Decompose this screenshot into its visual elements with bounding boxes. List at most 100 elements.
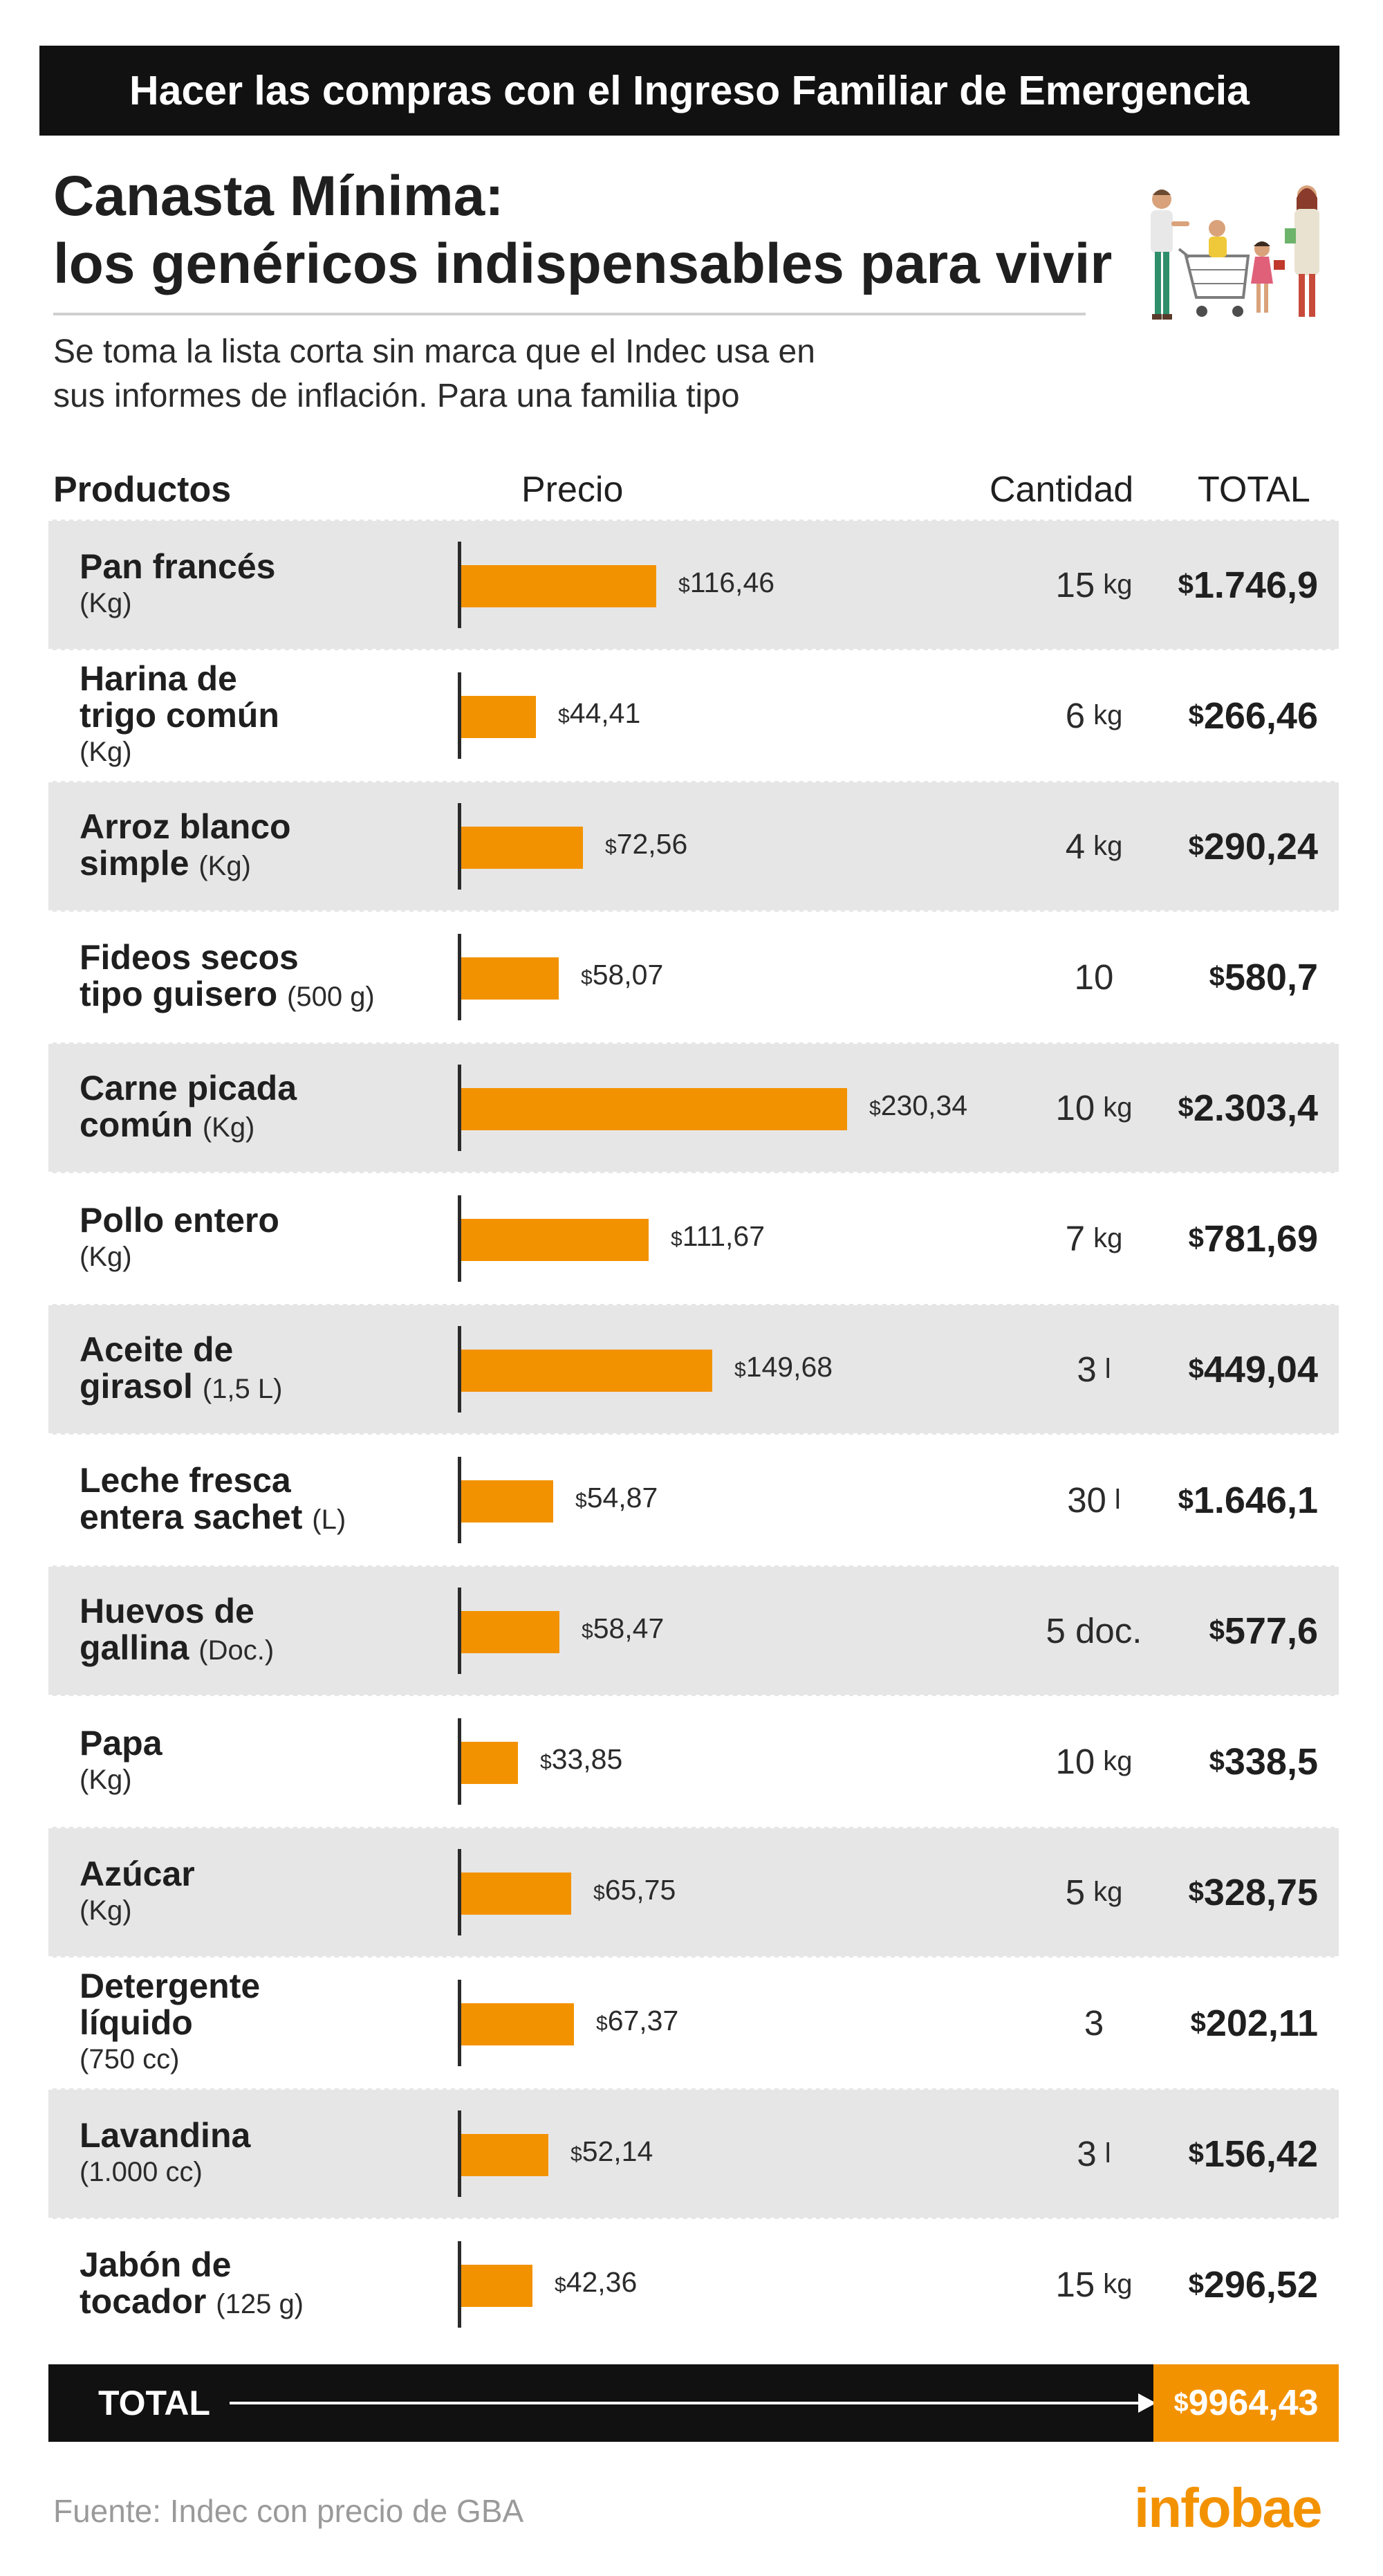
product-unit: (Doc.) (198, 1635, 275, 1666)
product-name-line: simple (Kg) (80, 845, 467, 885)
price-bar (461, 565, 656, 607)
total-value: 202,11 (1205, 2002, 1318, 2044)
price-currency: $ (582, 1620, 593, 1643)
row-total: $328,75 (1189, 1827, 1318, 1958)
product-name-text: Lavandina (80, 2115, 251, 2155)
price-label: $149,68 (734, 1351, 833, 1383)
quantity: 5 kg (990, 1827, 1198, 1958)
quantity-value: 3 (1077, 2134, 1097, 2173)
product-name: Huevos de gallina (Doc.) (80, 1565, 467, 1696)
total-value: 290,24 (1203, 825, 1318, 867)
table-row: Pollo entero (Kg) $111,67 7 kg $781,69 (48, 1173, 1339, 1304)
product-name-line: Carne picada (80, 1068, 467, 1107)
bar-axis (458, 934, 461, 1020)
product-name: Carne picada común (Kg) (80, 1042, 467, 1173)
product-name-text: Fideos secos (80, 937, 299, 977)
header-banner: Hacer las compras con el Ingreso Familia… (39, 46, 1339, 136)
quantity: 10 kg (990, 1042, 1198, 1173)
bar-axis (458, 1457, 461, 1543)
bar-axis (458, 2241, 461, 2328)
price-label: $230,34 (869, 1089, 967, 1122)
quantity: 6 kg (990, 650, 1198, 781)
source-note: Fuente: Indec con precio de GBA (53, 2493, 524, 2529)
row-total: $1.646,1 (1178, 1435, 1318, 1565)
price-label: $54,87 (575, 1482, 658, 1514)
quantity-unit: kg (1103, 1092, 1133, 1123)
title-line-2: los genéricos indispensables para vivir (53, 232, 1113, 295)
quantity: 5 doc. (990, 1565, 1198, 1696)
product-name-line: Arroz blanco (80, 808, 467, 845)
product-name-text: Detergente (80, 1967, 261, 2005)
quantity: 4 kg (990, 781, 1198, 912)
price-label: $42,36 (555, 2266, 637, 2299)
product-name-text: Carne picada (80, 1068, 297, 1107)
row-total: $266,46 (1189, 650, 1318, 781)
product-name-text: gallina (80, 1628, 189, 1667)
product-name-text: común (80, 1105, 193, 1144)
product-unit: (1,5 L) (202, 1373, 283, 1404)
price-value: 44,41 (569, 697, 641, 729)
product-unit: (750 cc) (80, 2044, 180, 2074)
bar-axis (458, 1326, 461, 1413)
product-name-line: gallina (Doc.) (80, 1628, 467, 1669)
product-unit: (1.000 cc) (80, 2156, 203, 2187)
product-unit: (Kg) (80, 1895, 132, 1926)
product-name-text: líquido (80, 2003, 193, 2042)
price-bar (461, 2265, 532, 2307)
bar-axis (458, 803, 461, 890)
product-name-line: Leche fresca (80, 1462, 467, 1499)
product-name-line: líquido (80, 2005, 467, 2041)
quantity: 10 (990, 912, 1198, 1042)
brand-logo: infobae (1134, 2477, 1322, 2539)
table-row: Azúcar (Kg) $65,75 5 kg $328,75 (48, 1825, 1339, 1959)
quantity-value: 3 (1077, 1350, 1097, 1389)
price-currency: $ (734, 1359, 746, 1381)
row-total: $296,52 (1189, 2219, 1318, 2350)
product-name-text: Huevos de (80, 1591, 254, 1630)
quantity: 15 kg (990, 519, 1198, 650)
product-name-line: entera sachet (L) (80, 1498, 467, 1538)
total-value: 266,46 (1203, 694, 1318, 737)
grand-total-value-box: $9964,43 (1153, 2364, 1339, 2442)
product-name-line: Jabón de (80, 2246, 467, 2283)
price-label: $65,75 (593, 1874, 676, 1906)
total-currency: $ (1188, 831, 1204, 861)
price-value: 54,87 (586, 1482, 658, 1514)
product-name-line: Papa (80, 1724, 467, 1762)
table-row: Huevos de gallina (Doc.) $58,47 5 doc. $577,… (48, 1564, 1339, 1698)
quantity-unit: kg (1103, 2269, 1133, 2299)
price-value: 116,46 (689, 567, 775, 598)
table-row: Carne picada común (Kg) $230,34 10 kg $2.303,… (48, 1041, 1339, 1175)
quantity-value: 15 (1055, 565, 1095, 605)
product-name-line: Detergente (80, 1968, 467, 2005)
product-name-text: Azúcar (80, 1854, 195, 1893)
total-currency: $ (1188, 1354, 1204, 1384)
total-value: 449,04 (1203, 1348, 1318, 1390)
price-currency: $ (555, 2274, 566, 2297)
price-currency: $ (596, 2012, 608, 2035)
price-label: $58,47 (582, 1612, 664, 1645)
price-currency: $ (678, 574, 690, 597)
price-label: $44,41 (558, 697, 640, 730)
bar-axis (458, 1195, 461, 1282)
quantity-value: 10 (1074, 957, 1114, 997)
product-name-line: Fideos secos (80, 939, 467, 976)
product-name-line: Huevos de (80, 1591, 467, 1630)
arrow-line (230, 2402, 1147, 2404)
quantity-value: 10 (1055, 1088, 1095, 1128)
product-name: Pan francés (Kg) (80, 519, 467, 650)
family-shopping-illustration (1151, 185, 1319, 320)
quantity-unit: kg (1093, 700, 1123, 730)
row-total: $156,42 (1189, 2088, 1318, 2219)
product-unit: (Kg) (80, 737, 132, 767)
product-unit: (Kg) (198, 850, 251, 881)
price-bar (461, 827, 583, 869)
quantity-value: 7 (1065, 1219, 1086, 1258)
product-unit: (500 g) (287, 981, 375, 1012)
bar-axis (458, 1588, 461, 1674)
product-unit: (Kg) (80, 587, 132, 618)
product-name-line: trigo común (80, 697, 467, 734)
quantity-value: 30 (1067, 1480, 1106, 1520)
